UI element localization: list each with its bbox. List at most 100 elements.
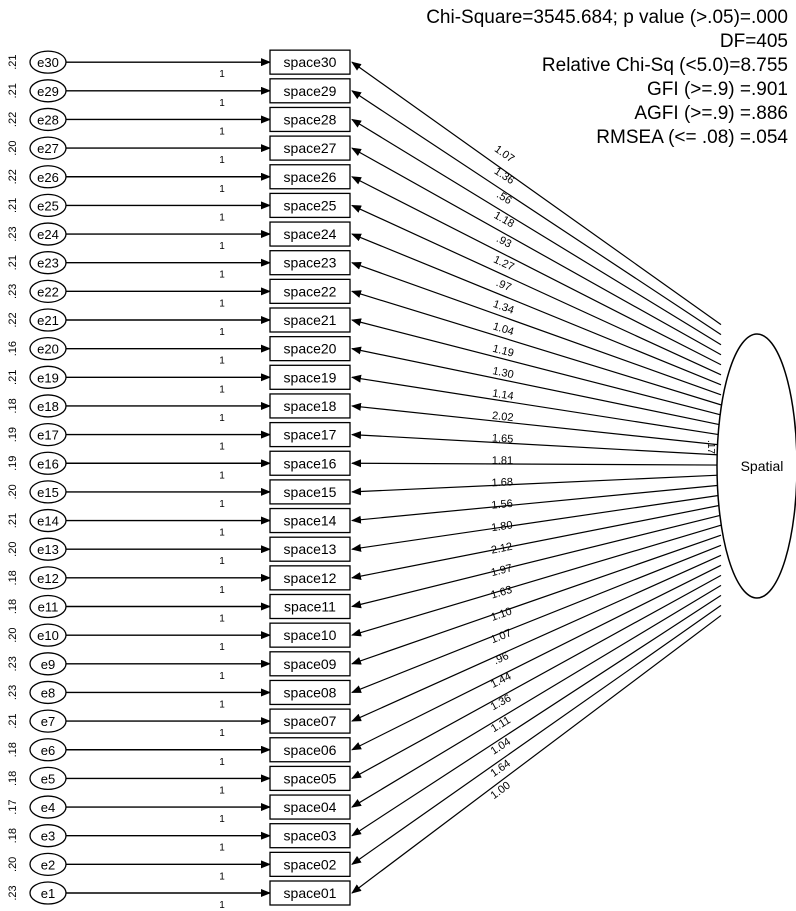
error-term-label: e8: [41, 685, 55, 700]
factor-loading-arrow: [351, 514, 722, 609]
factor-loading-label: 2.12: [490, 541, 513, 557]
observed-variable-label: space29: [284, 83, 337, 99]
error-term-label: e5: [41, 771, 55, 786]
observed-variable-box: [269, 393, 351, 419]
observed-variable-label: space22: [284, 283, 337, 299]
error-path-label: 1: [219, 642, 225, 653]
observed-variable-box: [269, 851, 351, 877]
factor-loading-label: 1.36: [489, 692, 514, 713]
observed-variable-box: [269, 536, 351, 562]
observed-variable-label: space04: [284, 799, 337, 815]
factor-loading-label: 2.02: [491, 410, 514, 424]
observed-variable-label: space05: [284, 770, 337, 786]
factor-loading-label: 1.14: [491, 388, 514, 403]
observed-variable-label: space27: [284, 140, 337, 156]
observed-variable-label: space07: [284, 713, 337, 729]
error-term-label: e22: [37, 284, 59, 299]
error-path-label: 1: [219, 98, 225, 109]
error-variance-label: .21: [7, 713, 19, 728]
observed-variable-label: space15: [284, 484, 337, 500]
latent-factor-ellipse: [716, 333, 796, 599]
error-term-label: e17: [37, 428, 59, 443]
error-variance-label: .17: [7, 799, 19, 814]
error-path-label: 1: [219, 900, 225, 911]
error-variance-label: .20: [7, 857, 19, 872]
observed-variable-label: space01: [284, 885, 337, 901]
error-term-label: e18: [37, 399, 59, 414]
error-variance-label: .23: [7, 685, 19, 700]
observed-variable-box: [269, 565, 351, 591]
observed-variable-box: [269, 507, 351, 534]
error-variance-label: .23: [7, 284, 19, 299]
error-variance-label: .21: [7, 198, 19, 213]
observed-variable-box: [269, 49, 351, 75]
observed-variable-label: space11: [284, 599, 336, 615]
fit-statistic-line: GFI (>=.9) =.901: [647, 79, 788, 100]
error-term-label: e10: [37, 628, 59, 643]
error-path-label: 1: [219, 528, 225, 539]
observed-variable-box: [269, 450, 351, 476]
error-variance-label: .18: [7, 398, 19, 413]
error-term-label: e30: [37, 55, 59, 70]
error-term-label: e16: [37, 456, 59, 471]
error-term-label: e24: [37, 227, 59, 242]
error-path-label: 1: [219, 155, 225, 166]
error-term-label: e27: [37, 141, 59, 156]
error-path-label: 1: [219, 184, 225, 195]
factor-loading-arrow: [351, 346, 722, 426]
error-path-label: 1: [219, 699, 225, 710]
observed-variable-label: space18: [284, 398, 337, 414]
factor-loading-arrow: [351, 290, 722, 406]
factor-loading-arrow: [351, 574, 722, 779]
observed-variable-label: space19: [284, 369, 337, 385]
factor-loading-arrow: [351, 318, 722, 416]
error-path-label: 1: [219, 270, 225, 281]
factor-loading-label: 1.63: [490, 584, 514, 602]
error-path-label: 1: [219, 585, 225, 596]
factor-loading-arrow: [351, 374, 722, 436]
latent-factor-label: Spatial: [741, 458, 784, 474]
error-path-label: 1: [219, 212, 225, 223]
factor-loading-arrow: [351, 584, 722, 808]
observed-variable-label: space25: [284, 197, 337, 213]
factor-loading-label: 1.00: [488, 779, 512, 801]
factor-loading-label: 1.68: [491, 476, 513, 489]
factor-loading-label: 1.44: [489, 671, 514, 691]
factor-loading-label: 1.19: [491, 343, 515, 360]
factor-loading-arrow: [351, 614, 722, 894]
error-path-label: 1: [219, 470, 225, 481]
observed-variable-label: space14: [284, 513, 337, 529]
observed-variable-label: space20: [284, 341, 337, 357]
error-term-label: e4: [41, 800, 55, 815]
factor-loading-arrow: [351, 474, 722, 496]
factor-loading-arrow: [351, 504, 722, 581]
observed-variable-label: space28: [284, 111, 337, 127]
factor-loading-arrow: [351, 564, 722, 751]
observed-variable-box: [269, 880, 351, 906]
observed-variable-label: space09: [284, 656, 337, 672]
error-variance-label: .18: [7, 599, 19, 614]
error-term-label: e1: [41, 886, 55, 901]
observed-variable-label: space08: [284, 684, 337, 700]
error-path-label: 1: [219, 499, 225, 510]
observed-variable-label: space17: [284, 427, 337, 443]
factor-loading-arrow: [351, 147, 722, 356]
observed-variable-box: [269, 78, 351, 104]
error-term-label: e23: [37, 256, 59, 271]
factor-loading-arrow: [351, 431, 722, 456]
error-variance-label: .18: [7, 771, 19, 786]
observed-variable-label: space12: [284, 570, 337, 586]
factor-loading-label: 1.65: [492, 432, 514, 445]
error-variance-label: .19: [7, 456, 19, 471]
observed-variable-label: space06: [284, 742, 337, 758]
factor-loading-label: 1.07: [489, 627, 513, 646]
fit-statistics-panel: Chi-Square=3545.684; p value (>.05)=.000…: [426, 6, 788, 150]
error-path-label: 1: [219, 757, 225, 768]
error-term-label: e14: [37, 514, 59, 529]
error-term-label: e7: [41, 714, 55, 729]
factor-loading-label: .96: [492, 650, 511, 667]
error-term-label: e6: [41, 743, 55, 758]
error-variance-label: .18: [7, 828, 19, 843]
error-path-label: 1: [219, 843, 225, 854]
